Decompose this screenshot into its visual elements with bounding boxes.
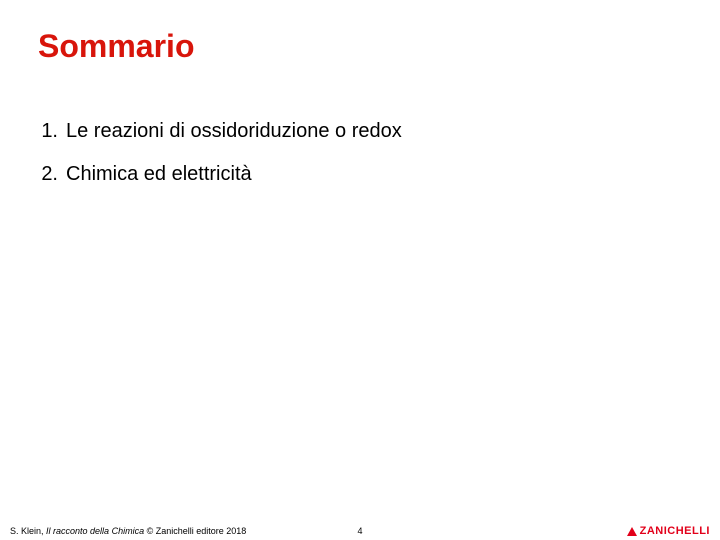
list-number: 1. — [38, 120, 66, 143]
logo-triangle-icon — [627, 527, 637, 536]
list-item: 2. Chimica ed elettricità — [38, 163, 402, 186]
slide-title: Sommario — [38, 28, 194, 65]
summary-list: 1. Le reazioni di ossidoriduzione o redo… — [38, 120, 402, 206]
list-text: Le reazioni di ossidoriduzione o redox — [66, 120, 402, 143]
page-number: 4 — [0, 526, 720, 536]
list-item: 1. Le reazioni di ossidoriduzione o redo… — [38, 120, 402, 143]
slide: Sommario 1. Le reazioni di ossidoriduzio… — [0, 0, 720, 540]
list-number: 2. — [38, 163, 66, 186]
publisher-logo: ZANICHELLI — [627, 525, 710, 537]
list-text: Chimica ed elettricità — [66, 163, 252, 186]
logo-text: ZANICHELLI — [640, 525, 710, 537]
footer: S. Klein, Il racconto della Chimica © Za… — [0, 518, 720, 540]
